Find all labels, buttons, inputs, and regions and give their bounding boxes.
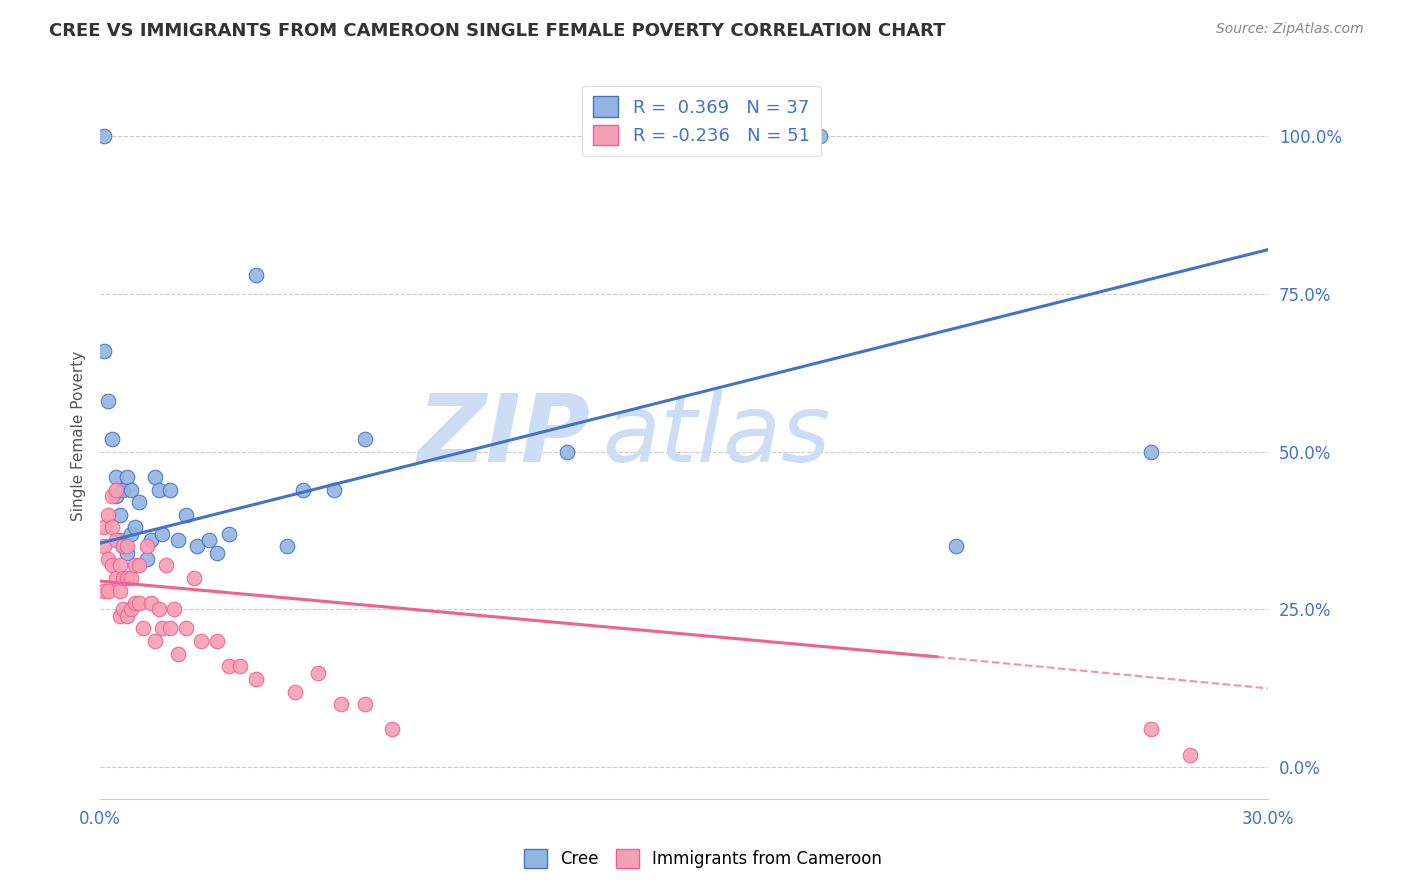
Point	[163, 602, 186, 616]
Point	[245, 672, 267, 686]
Point	[117, 546, 139, 560]
Point	[112, 571, 135, 585]
Point	[104, 533, 127, 547]
Point	[93, 520, 115, 534]
Point	[284, 684, 307, 698]
Point	[152, 621, 174, 635]
Point	[120, 571, 142, 585]
Text: atlas: atlas	[602, 391, 831, 482]
Point	[229, 659, 252, 673]
Point	[307, 665, 329, 680]
Point	[108, 608, 131, 623]
Point	[120, 526, 142, 541]
Point	[117, 470, 139, 484]
Point	[143, 470, 166, 484]
Point	[124, 596, 146, 610]
Point	[101, 520, 124, 534]
Y-axis label: Single Female Poverty: Single Female Poverty	[72, 351, 86, 521]
Point	[183, 571, 205, 585]
Point	[167, 533, 190, 547]
Point	[148, 483, 170, 497]
Point	[143, 634, 166, 648]
Point	[945, 540, 967, 554]
Point	[104, 483, 127, 497]
Text: ZIP: ZIP	[418, 390, 591, 482]
Point	[139, 533, 162, 547]
Point	[330, 697, 353, 711]
Point	[97, 394, 120, 409]
Point	[218, 659, 240, 673]
Point	[808, 129, 831, 144]
Point	[108, 508, 131, 522]
Point	[353, 697, 375, 711]
Point	[108, 533, 131, 547]
Point	[108, 558, 131, 573]
Text: Source: ZipAtlas.com: Source: ZipAtlas.com	[1216, 22, 1364, 37]
Point	[104, 571, 127, 585]
Point	[112, 540, 135, 554]
Point	[93, 583, 115, 598]
Point	[112, 483, 135, 497]
Point	[97, 583, 120, 598]
Point	[245, 268, 267, 282]
Point	[276, 540, 298, 554]
Point	[152, 526, 174, 541]
Point	[117, 608, 139, 623]
Point	[198, 533, 221, 547]
Point	[353, 432, 375, 446]
Point	[1140, 444, 1163, 458]
Point	[135, 552, 157, 566]
Point	[218, 526, 240, 541]
Point	[148, 602, 170, 616]
Point	[139, 596, 162, 610]
Point	[124, 558, 146, 573]
Text: CREE VS IMMIGRANTS FROM CAMEROON SINGLE FEMALE POVERTY CORRELATION CHART: CREE VS IMMIGRANTS FROM CAMEROON SINGLE …	[49, 22, 946, 40]
Point	[120, 602, 142, 616]
Point	[1178, 747, 1201, 762]
Point	[104, 470, 127, 484]
Point	[155, 558, 177, 573]
Point	[117, 571, 139, 585]
Point	[101, 489, 124, 503]
Point	[128, 495, 150, 509]
Point	[174, 508, 197, 522]
Point	[124, 520, 146, 534]
Point	[101, 432, 124, 446]
Point	[555, 444, 578, 458]
Point	[132, 621, 155, 635]
Point	[112, 540, 135, 554]
Point	[97, 508, 120, 522]
Point	[291, 483, 314, 497]
Point	[93, 129, 115, 144]
Point	[159, 621, 181, 635]
Point	[112, 602, 135, 616]
Point	[128, 596, 150, 610]
Point	[108, 583, 131, 598]
Point	[174, 621, 197, 635]
Point	[97, 552, 120, 566]
Point	[128, 558, 150, 573]
Point	[381, 723, 404, 737]
Point	[186, 540, 208, 554]
Point	[93, 343, 115, 358]
Point	[120, 483, 142, 497]
Point	[190, 634, 212, 648]
Legend: Cree, Immigrants from Cameroon: Cree, Immigrants from Cameroon	[517, 842, 889, 875]
Point	[1140, 723, 1163, 737]
Point	[104, 489, 127, 503]
Point	[322, 483, 344, 497]
Point	[101, 558, 124, 573]
Legend: R =  0.369   N = 37, R = -0.236   N = 51: R = 0.369 N = 37, R = -0.236 N = 51	[582, 86, 821, 156]
Point	[205, 546, 228, 560]
Point	[135, 540, 157, 554]
Point	[93, 540, 115, 554]
Point	[167, 647, 190, 661]
Point	[205, 634, 228, 648]
Point	[159, 483, 181, 497]
Point	[117, 540, 139, 554]
